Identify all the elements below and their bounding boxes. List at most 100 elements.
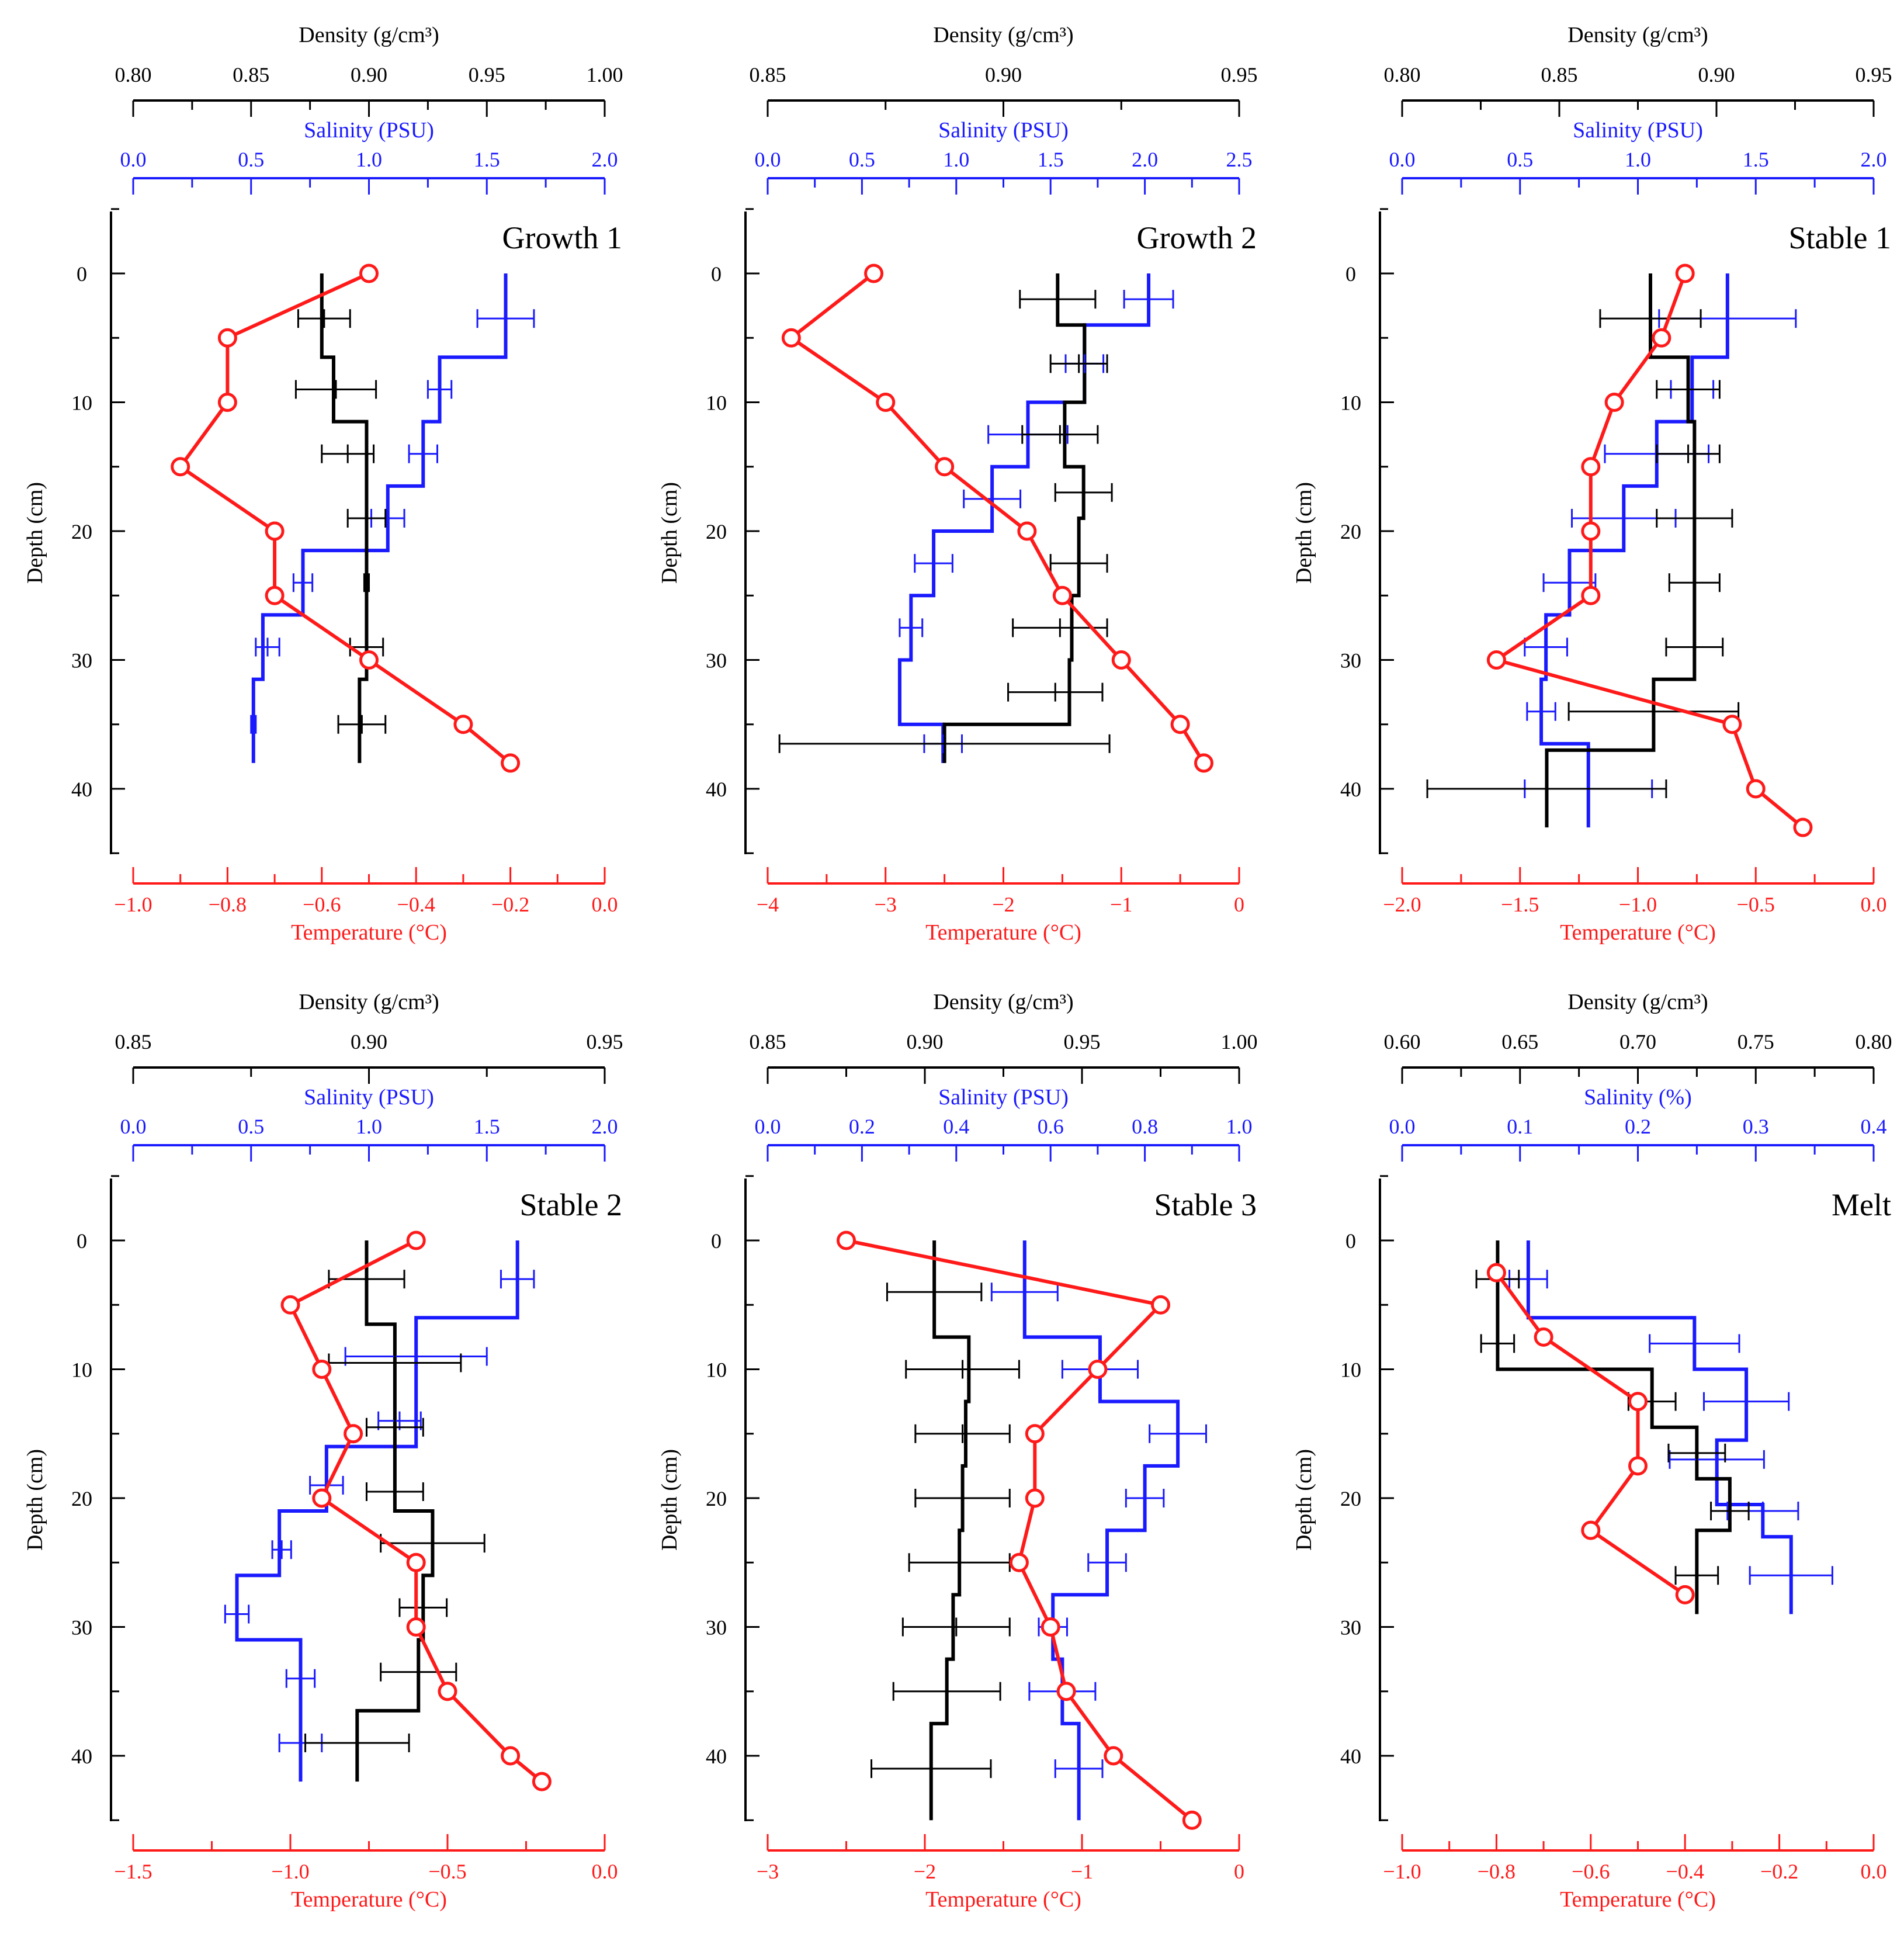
depth-tick-label: 40 [71, 778, 92, 801]
depth-tick-label: 20 [706, 520, 727, 543]
temperature-tick-label: 0.0 [592, 1860, 618, 1883]
density-tick-label: 0.95 [587, 1030, 623, 1053]
temperature-point [1581, 521, 1601, 541]
temperature-point [1486, 650, 1506, 670]
depth-tick-label: 10 [71, 391, 92, 415]
salinity-axis-label: Salinity (PSU) [304, 1085, 434, 1110]
density-axis-label: Density (g/cm³) [933, 990, 1073, 1014]
temperature-tick-label: −0.4 [397, 893, 435, 916]
salinity-tick-label: 0.0 [755, 148, 781, 171]
density-tick-label: 0.90 [985, 63, 1022, 86]
temperature-tick-label: −0.4 [1666, 1860, 1704, 1883]
temperature-tick-label: −2 [992, 893, 1014, 916]
salinity-tick-label: 0.2 [849, 1115, 875, 1138]
depth-tick-label: 0 [77, 262, 87, 286]
density-tick-label: 0.85 [233, 63, 269, 86]
temperature-point [1581, 1520, 1601, 1540]
temperature-tick-label: −1.5 [1501, 893, 1539, 916]
depth-tick-label: 0 [1345, 1229, 1356, 1253]
panel-title: Melt [1832, 1187, 1891, 1222]
density-tick-label: 0.75 [1737, 1030, 1774, 1053]
temperature-tick-label: −0.8 [209, 893, 247, 916]
salinity-tick-label: 1.5 [1743, 148, 1769, 171]
panel-title: Stable 2 [520, 1187, 622, 1222]
temperature-tick-label: 0 [1234, 893, 1244, 916]
temperature-point [1009, 1552, 1029, 1572]
density-profile-line [942, 273, 1087, 763]
density-profile-line [1496, 1240, 1732, 1614]
temperature-point [864, 264, 884, 283]
density-tick-label: 0.90 [351, 1030, 387, 1053]
density-axis-label: Density (g/cm³) [299, 23, 439, 47]
temperature-tick-label: −0.5 [428, 1860, 466, 1883]
salinity-tick-label: 0.5 [238, 148, 264, 171]
depth-tick-label: 10 [706, 391, 727, 415]
depth-tick-label: 40 [1340, 778, 1361, 801]
depth-axis-label: Depth (cm) [657, 482, 682, 584]
depth-tick-label: 40 [706, 778, 727, 801]
salinity-tick-label: 2.0 [592, 1115, 618, 1138]
depth-tick-label: 20 [71, 1487, 92, 1510]
density-tick-label: 0.95 [1064, 1030, 1101, 1053]
temperature-point [837, 1231, 856, 1250]
temperature-profile-line [1494, 1271, 1686, 1596]
temperature-tick-label: −1.0 [271, 1860, 309, 1883]
temperature-point [1111, 650, 1131, 670]
temperature-point [1041, 1617, 1060, 1637]
salinity-axis-label: Salinity (PSU) [1573, 118, 1703, 143]
density-tick-label: 0.90 [1698, 63, 1735, 86]
salinity-axis-label: Salinity (%) [1584, 1085, 1692, 1110]
salinity-axis-label: Salinity (PSU) [938, 118, 1069, 143]
temperature-point [1194, 753, 1213, 773]
salinity-tick-label: 0.0 [1389, 1115, 1416, 1138]
depth-tick-label: 0 [1345, 262, 1356, 286]
salinity-tick-label: 1.0 [356, 148, 382, 171]
salinity-axis-label: Salinity (PSU) [304, 118, 434, 143]
temperature-point [781, 328, 801, 348]
density-profile-line [929, 1240, 971, 1821]
temperature-axis-label: Temperature (°C) [291, 920, 447, 945]
depth-tick-label: 0 [77, 1229, 87, 1253]
temperature-tick-label: −0.8 [1478, 1860, 1515, 1883]
depth-tick-label: 10 [71, 1358, 92, 1382]
salinity-tick-label: 0.4 [1861, 1115, 1887, 1138]
temperature-point [1104, 1746, 1123, 1766]
depth-tick-label: 20 [1340, 520, 1361, 543]
temperature-point [1652, 328, 1671, 348]
temperature-tick-label: −4 [757, 893, 779, 916]
temperature-tick-label: −1.0 [114, 893, 152, 916]
temperature-point [935, 457, 955, 477]
salinity-tick-label: 0.0 [120, 1115, 147, 1138]
temperature-point [1088, 1360, 1108, 1379]
depth-tick-label: 0 [711, 262, 722, 286]
density-profile-line [1545, 273, 1697, 828]
depth-tick-label: 30 [706, 1616, 727, 1640]
temperature-tick-label: −1.5 [114, 1860, 152, 1883]
temperature-point [1486, 1263, 1506, 1283]
temperature-point [359, 650, 379, 670]
salinity-profile-line [235, 1240, 519, 1782]
density-tick-label: 0.95 [1856, 63, 1892, 86]
temperature-tick-label: −1.0 [1383, 1860, 1421, 1883]
depth-tick-label: 30 [71, 1616, 92, 1640]
temperature-tick-label: −1.0 [1619, 893, 1657, 916]
temperature-profile-line [788, 272, 1206, 764]
temperature-profile-line [288, 1239, 543, 1783]
density-tick-label: 0.80 [1384, 63, 1421, 86]
salinity-profile-line [1022, 1240, 1180, 1821]
temperature-tick-label: 0.0 [592, 893, 618, 916]
temperature-point [406, 1617, 426, 1637]
density-tick-label: 0.65 [1501, 1030, 1538, 1053]
salinity-tick-label: 0.2 [1625, 1115, 1651, 1138]
temperature-point [438, 1682, 457, 1701]
temperature-point [280, 1295, 300, 1315]
temperature-point [265, 585, 285, 605]
depth-axis-label: Depth (cm) [657, 1449, 682, 1551]
density-tick-label: 1.00 [1221, 1030, 1258, 1053]
temperature-point [1170, 715, 1190, 734]
salinity-tick-label: 0.4 [943, 1115, 969, 1138]
temperature-point [876, 393, 896, 412]
temperature-point [1052, 585, 1072, 605]
salinity-tick-label: 0.0 [1389, 148, 1416, 171]
